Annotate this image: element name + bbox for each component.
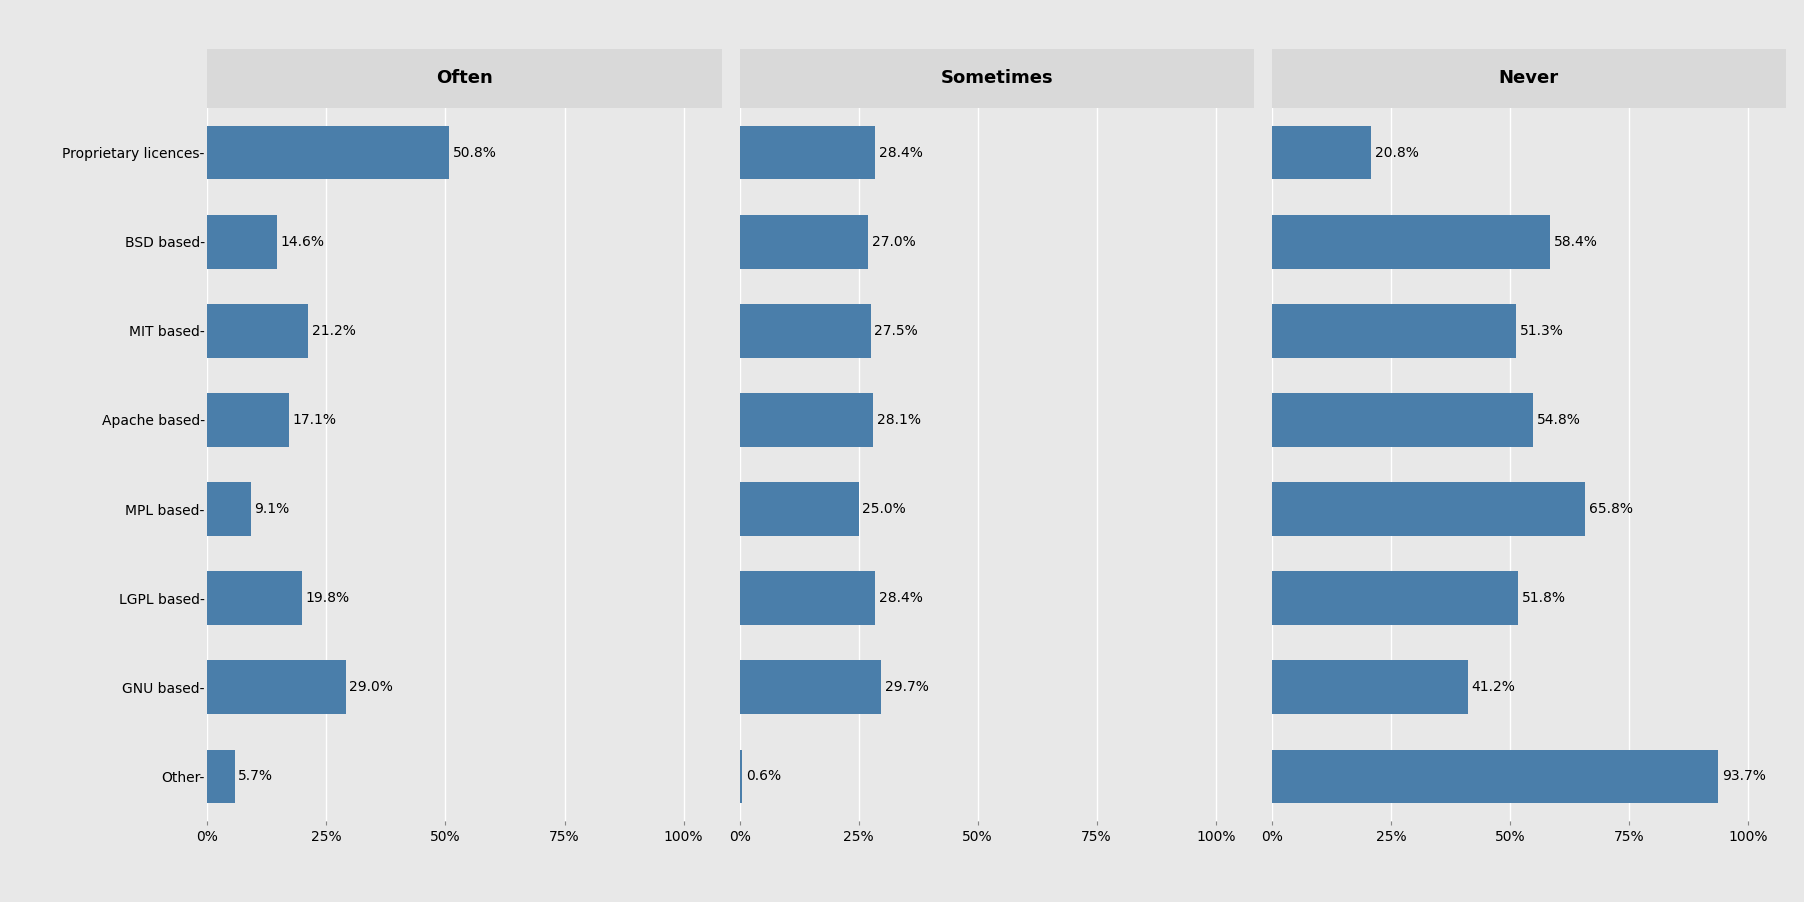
Bar — [1272, 126, 1371, 179]
Bar — [740, 750, 743, 803]
Text: 25.0%: 25.0% — [862, 502, 906, 516]
Bar — [207, 126, 449, 179]
Bar — [740, 126, 875, 179]
Bar — [207, 750, 235, 803]
Text: Never: Never — [1499, 69, 1559, 87]
Bar — [1272, 483, 1586, 536]
Text: 41.2%: 41.2% — [1472, 680, 1515, 695]
Bar — [207, 572, 301, 625]
Bar — [207, 660, 346, 714]
Bar — [1272, 215, 1550, 269]
Text: Often: Often — [437, 69, 492, 87]
Bar — [740, 393, 873, 446]
Bar — [207, 393, 289, 446]
Bar — [740, 483, 859, 536]
Text: 5.7%: 5.7% — [238, 769, 274, 783]
Bar — [207, 483, 251, 536]
Text: 27.5%: 27.5% — [875, 324, 918, 338]
Bar — [740, 572, 875, 625]
Text: 9.1%: 9.1% — [254, 502, 290, 516]
Text: 21.2%: 21.2% — [312, 324, 355, 338]
Text: 28.4%: 28.4% — [879, 146, 922, 160]
Text: 28.1%: 28.1% — [877, 413, 922, 427]
Bar — [1272, 304, 1515, 358]
Text: 29.0%: 29.0% — [350, 680, 393, 695]
Text: 93.7%: 93.7% — [1721, 769, 1766, 783]
Bar — [207, 304, 308, 358]
Text: 50.8%: 50.8% — [453, 146, 496, 160]
Text: 51.3%: 51.3% — [1519, 324, 1564, 338]
Text: 19.8%: 19.8% — [305, 591, 350, 605]
Text: 14.6%: 14.6% — [281, 235, 325, 249]
Text: 29.7%: 29.7% — [884, 680, 929, 695]
Text: 28.4%: 28.4% — [879, 591, 922, 605]
Text: 51.8%: 51.8% — [1523, 591, 1566, 605]
Text: 0.6%: 0.6% — [747, 769, 781, 783]
Text: 17.1%: 17.1% — [292, 413, 337, 427]
Bar — [1272, 750, 1717, 803]
Bar — [1272, 572, 1519, 625]
Bar — [207, 215, 278, 269]
Bar — [740, 660, 880, 714]
Text: 20.8%: 20.8% — [1375, 146, 1418, 160]
Text: 54.8%: 54.8% — [1537, 413, 1580, 427]
Text: Sometimes: Sometimes — [940, 69, 1054, 87]
Text: 65.8%: 65.8% — [1589, 502, 1633, 516]
Text: 27.0%: 27.0% — [871, 235, 916, 249]
Text: 58.4%: 58.4% — [1553, 235, 1598, 249]
Bar — [740, 304, 871, 358]
Bar — [1272, 393, 1533, 446]
Bar — [740, 215, 868, 269]
Bar — [1272, 660, 1468, 714]
